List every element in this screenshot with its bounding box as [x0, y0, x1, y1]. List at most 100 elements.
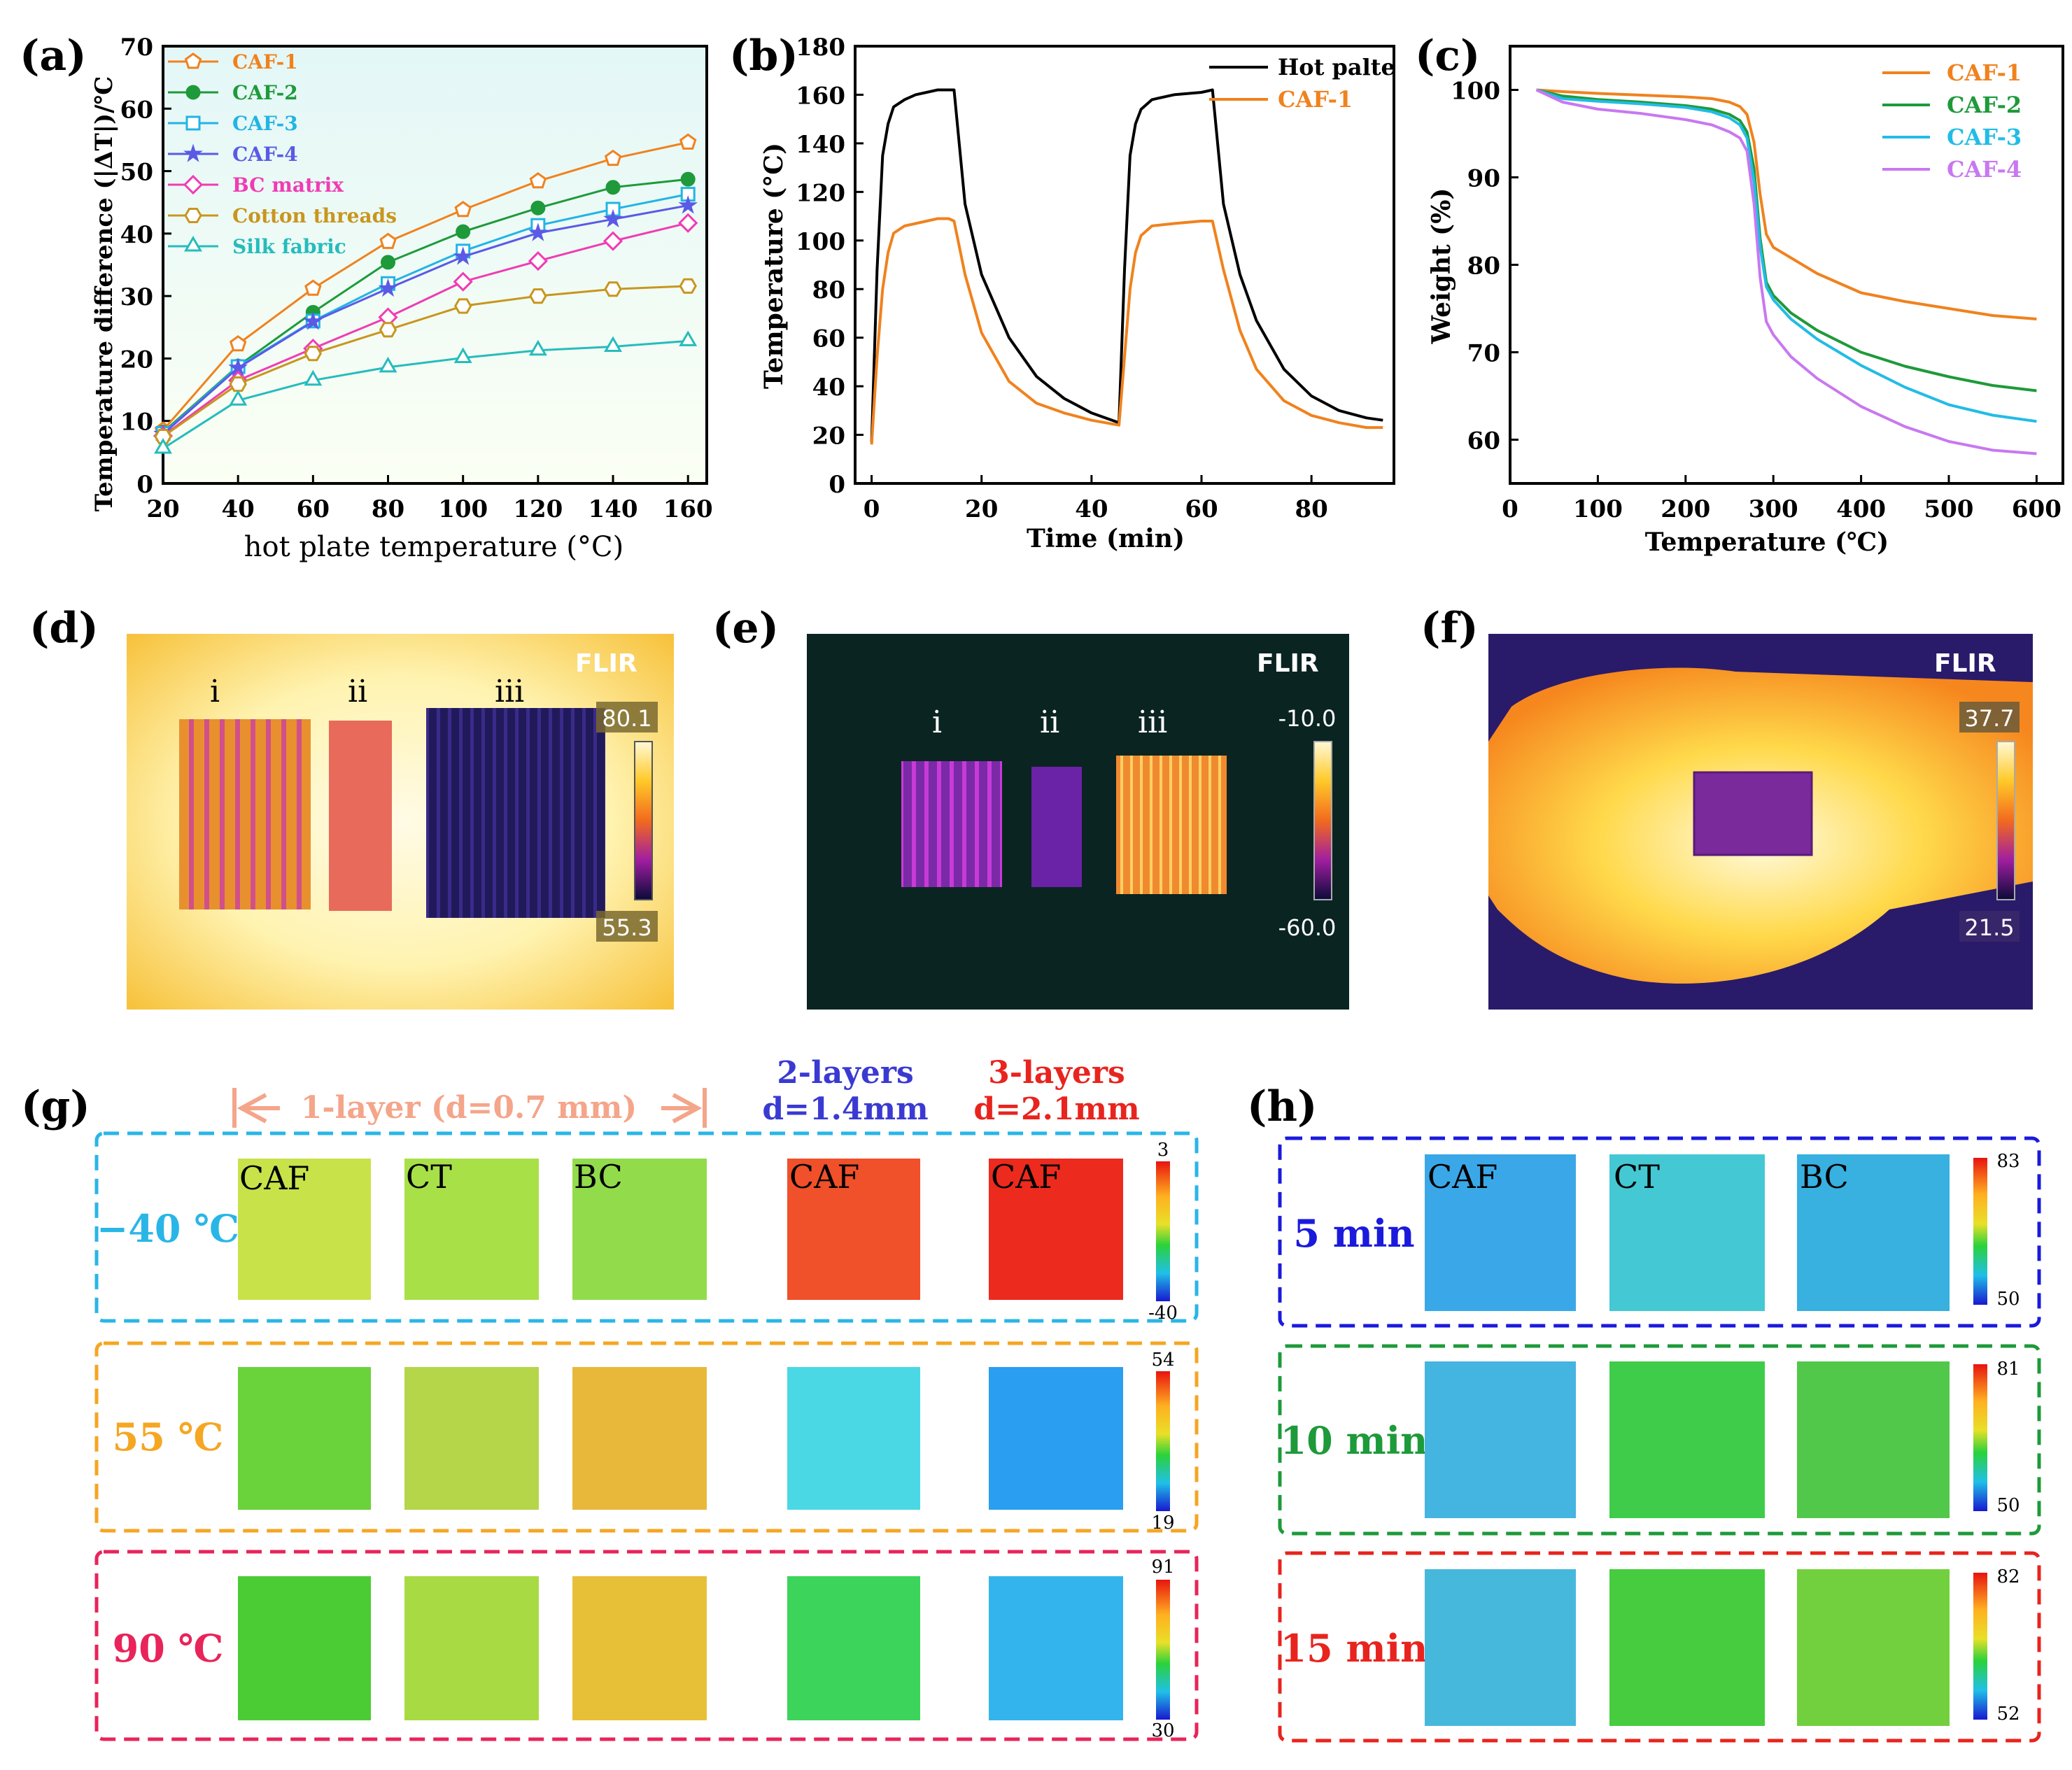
g-scale-min-r2: 19: [1151, 1513, 1174, 1534]
scale-max-f: 37.7: [1964, 705, 2014, 732]
h-row-time-10min: 10 min: [1281, 1418, 1428, 1463]
data-point-cotton-threads: [154, 429, 172, 445]
g-img-r2-ct: [404, 1367, 539, 1510]
g-colorbar-r3: [1156, 1580, 1170, 1720]
sample-ii-e: [1031, 767, 1082, 887]
data-point-bc-matrix: [453, 271, 473, 292]
scale-max-e: -10.0: [1278, 705, 1337, 732]
legend-c: CAF-1 CAF-2 CAF-3 CAF-4: [1882, 59, 2022, 183]
data-point-caf-1: [229, 335, 247, 352]
g-label-bc: BC: [574, 1158, 623, 1196]
g-img-r1-caf: [238, 1159, 371, 1300]
legend-label: CAF-1: [1278, 86, 1353, 113]
x-tick-label: 0: [864, 495, 880, 523]
x-tick-label: 100: [1573, 495, 1623, 523]
g-label-caf-3layer: CAF: [991, 1158, 1061, 1196]
g-row-temp-55: 55 ℃: [113, 1415, 224, 1459]
h-row-time-5min: 5 min: [1293, 1211, 1414, 1256]
data-point-caf-4: [378, 278, 398, 297]
series-line-caf-1: [162, 141, 689, 432]
data-point-silk-fabric: [304, 369, 323, 386]
axes-c: 0 100 200 300 400 500 600 60 70 80 90 100: [1451, 78, 2062, 524]
h-img-r3-ct: [1609, 1569, 1765, 1726]
data-point-cotton-threads: [304, 346, 323, 362]
x-tick-label: 140: [589, 495, 638, 523]
data-point-cotton-threads: [604, 281, 622, 297]
legend-label: Silk fabric: [232, 235, 346, 258]
colorbar-d: [634, 741, 653, 900]
scale-min-box-d: [596, 911, 658, 942]
series-b: [870, 88, 1383, 445]
legend-label: CAF-3: [1947, 124, 2022, 150]
panel-d: (d) i ii iii FLIR 80.1 55.3: [29, 604, 674, 1010]
data-point-bc-matrix: [602, 231, 623, 251]
g-img-r2-caf: [238, 1367, 371, 1510]
g-img-r1-caf-3layer: [989, 1159, 1123, 1300]
series-line-silk-fabric: [162, 339, 689, 450]
sample-i-d: [179, 719, 311, 909]
h-scale-min-r2: 50: [1996, 1495, 2020, 1516]
legend-label: BC matrix: [232, 174, 344, 197]
h-scale-max-r1: 83: [1996, 1151, 2020, 1172]
panel-g-label: (g): [21, 1082, 90, 1131]
legend-label: CAF-3: [232, 112, 298, 135]
sample-label-ii-d: ii: [348, 674, 367, 709]
colorbar-e: [1313, 741, 1332, 900]
panel-h: (h) 5 min CAF CT BC 83 50 10 min 81 50 1…: [1247, 1082, 2041, 1743]
h-img-r1-caf: [1425, 1154, 1576, 1311]
sample-i-e: [901, 761, 1002, 887]
legend-marker: [185, 115, 201, 131]
y-tick-label: 100: [1451, 78, 1500, 106]
legend-label: CAF-2: [1947, 92, 2022, 118]
g-img-r1-bc: [572, 1159, 707, 1300]
legend-marker: [183, 143, 203, 162]
data-point-silk-fabric: [379, 356, 397, 373]
y-tick-label: 50: [120, 159, 153, 187]
g-colorbar-r2: [1156, 1371, 1170, 1511]
data-point-silk-fabric: [453, 347, 472, 363]
legend-a: CAF-1 CAF-2 CAF-3 CAF-4 BC matrix Cotton thre…: [168, 50, 397, 258]
y-tick-label: 60: [1467, 427, 1500, 455]
g-label-caf: CAF: [239, 1159, 309, 1197]
g-img-r1-ct: [404, 1159, 539, 1300]
panel-c-label: (c): [1415, 31, 1480, 80]
g-scale-min-r3: 30: [1151, 1720, 1174, 1741]
series-line-caf-4: [1535, 88, 2037, 455]
sample-ii-d: [329, 721, 392, 911]
h-img-r2-caf: [1425, 1361, 1576, 1518]
x-tick-label: 20: [965, 495, 998, 523]
x-tick-label: 400: [1836, 495, 1886, 523]
g-scale-min-r1: -40: [1148, 1303, 1178, 1324]
x-tick-label: 120: [513, 495, 563, 523]
h-scale-max-r2: 81: [1996, 1359, 2020, 1380]
data-point-caf-2: [530, 200, 546, 215]
data-point-caf-2: [605, 180, 621, 195]
data-point-caf-4: [303, 311, 323, 330]
data-point-silk-fabric: [154, 438, 172, 454]
scale-min-box-f: [1959, 911, 2020, 942]
y-tick-label: 20: [120, 346, 153, 374]
sample-on-hand-f: [1693, 771, 1813, 856]
y-tick-label: 0: [829, 471, 845, 499]
flir-logo-e: FLIR: [1257, 649, 1319, 678]
y-tick-label: 100: [796, 228, 845, 256]
scale-min-e: -60.0: [1278, 914, 1337, 941]
sample-label-i-d: i: [210, 674, 220, 709]
y-tick-label: 80: [1467, 253, 1500, 281]
sample-label-ii-e: ii: [1040, 705, 1059, 740]
legend-label: Cotton threads: [232, 204, 397, 227]
g-img-r2-bc: [572, 1367, 707, 1510]
scale-max-box-d: [596, 702, 658, 732]
data-point-caf-2: [381, 255, 396, 270]
data-point-caf-4: [528, 222, 548, 241]
series-line-caf-1: [1536, 88, 2037, 320]
h-label-bc: BC: [1800, 1158, 1849, 1196]
g-row-frame-55: [94, 1341, 1199, 1533]
h-scale-min-r1: 50: [1996, 1289, 2020, 1310]
g-img-r2-caf-3layer: [989, 1367, 1123, 1510]
panel-a: (a) 20 40 60 80 100 120 140 160010203040506070 …: [20, 31, 713, 563]
data-point-cotton-threads: [529, 288, 547, 304]
data-point-silk-fabric: [229, 390, 248, 406]
data-point-caf-1: [304, 279, 322, 296]
h-img-r3-caf: [1425, 1569, 1576, 1726]
